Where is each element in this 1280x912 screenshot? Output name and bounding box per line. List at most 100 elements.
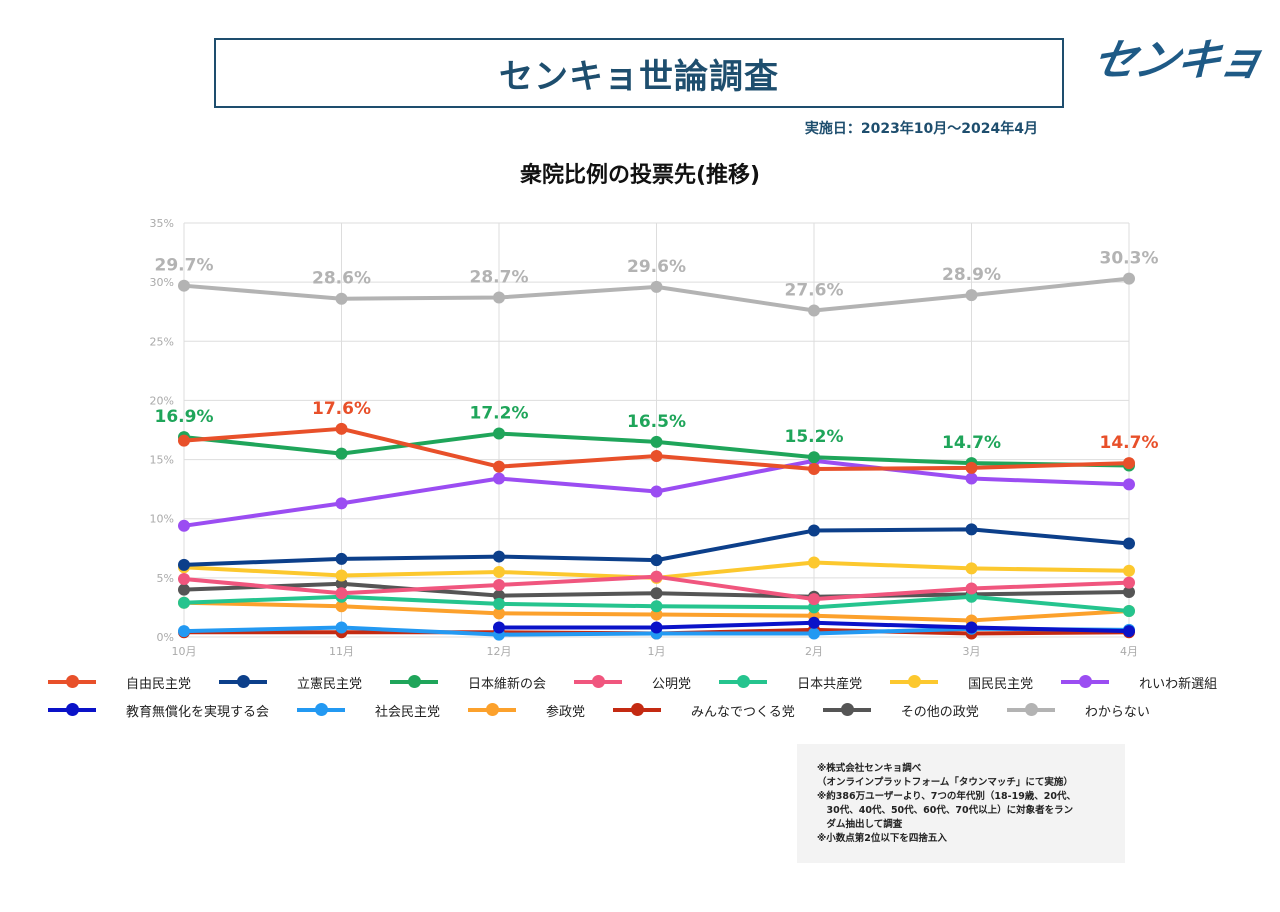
legend-label: その他の政党 — [900, 704, 979, 720]
data-point — [650, 570, 663, 583]
data-label: 29.6% — [627, 257, 686, 277]
data-point — [808, 451, 820, 464]
data-point — [1123, 604, 1135, 617]
legend-line-marker-icon — [219, 675, 268, 688]
data-labels: 29.7% 28.6% 28.7% 29.6% 27.6% 28.9% 30.3% 16.9%… — [155, 249, 1159, 454]
data-label: 29.7% — [155, 256, 214, 276]
data-point — [808, 616, 820, 629]
data-point — [650, 600, 663, 613]
series-わからない — [178, 272, 1135, 317]
legend-line-marker-icon — [1061, 675, 1110, 688]
data-point — [965, 523, 978, 536]
series-れいわ新選組 — [178, 454, 1135, 532]
data-point — [808, 304, 820, 317]
legend-line-marker-icon — [574, 675, 623, 688]
legend-item: 社会民主党 — [297, 701, 450, 720]
legend-label: 社会民主党 — [375, 704, 441, 720]
y-tick-label: 15% — [150, 454, 174, 467]
legend-row: 教育無償化を実現する会 社会民主党 参政党 みんなでつくる党 その他の政党 わからない — [48, 696, 1248, 724]
y-tick-label: 10% — [150, 513, 174, 526]
legend-item: 日本維新の会 — [390, 673, 556, 692]
data-point — [335, 497, 348, 510]
series-lines — [178, 272, 1135, 641]
note-line: ※約386万ユーザーより、7つの年代別（18-19歳、20代、 — [817, 791, 1077, 802]
legend-line-marker-icon — [613, 703, 662, 716]
data-label: 17.6% — [312, 399, 371, 419]
data-point — [650, 587, 663, 600]
legend-item: 公明党 — [574, 673, 701, 692]
data-point — [178, 596, 190, 609]
data-point — [1123, 457, 1135, 470]
data-point — [808, 524, 820, 537]
x-tick-label: 3月 — [963, 645, 981, 658]
data-point — [178, 573, 190, 586]
data-point — [1123, 625, 1135, 638]
note-line: ダム抽出して調査 — [817, 819, 903, 830]
data-point — [650, 554, 663, 567]
data-point — [808, 601, 820, 614]
x-tick-label: 2月 — [805, 645, 823, 658]
y-tick-label: 25% — [150, 335, 174, 348]
note-line: 30代、40代、50代、60代、70代以上）に対象者をラン — [817, 805, 1074, 816]
legend-item: れいわ新選組 — [1061, 673, 1227, 692]
y-axis-ticks: 0% 5% 10% 15% 20% 25% 30% 35% — [150, 217, 174, 644]
legend-line-marker-icon — [890, 675, 939, 688]
data-label: 16.5% — [627, 412, 686, 432]
data-point — [650, 280, 663, 293]
data-label: 28.9% — [942, 265, 1001, 285]
data-label: 28.6% — [312, 269, 371, 289]
note-line: （オンラインプラットフォーム「タウンマッチ」にて実施） — [817, 777, 1073, 788]
legend-item: 参政党 — [468, 701, 595, 720]
legend-item: 立憲民主党 — [219, 673, 372, 692]
data-point — [493, 621, 505, 634]
series-公明党 — [178, 570, 1135, 606]
data-point — [178, 279, 190, 292]
data-point — [335, 569, 348, 582]
legend-label: 日本共産党 — [797, 676, 863, 692]
legend-line-marker-icon — [468, 703, 517, 716]
legend-item: 日本共産党 — [719, 673, 872, 692]
legend-label: みんなでつくる党 — [691, 704, 795, 720]
data-point — [493, 550, 505, 563]
data-point — [178, 558, 190, 571]
y-tick-label: 30% — [150, 276, 174, 289]
x-tick-label: 11月 — [329, 645, 354, 658]
data-point — [493, 578, 505, 591]
x-tick-label: 12月 — [487, 645, 512, 658]
data-point — [808, 463, 820, 476]
page-title: センキョ世論調査 — [499, 56, 779, 97]
data-point — [335, 552, 348, 565]
data-point — [1123, 576, 1135, 589]
data-point — [335, 577, 348, 590]
legend-line-marker-icon — [297, 703, 346, 716]
data-point — [650, 450, 663, 463]
legend-line-marker-icon — [48, 703, 96, 716]
x-tick-label: 1月 — [648, 645, 666, 658]
data-point — [808, 627, 820, 640]
data-point — [335, 621, 348, 634]
legend-item: その他の政党 — [822, 701, 989, 720]
x-tick-label: 10月 — [172, 645, 197, 658]
y-tick-label: 0% — [157, 631, 174, 644]
data-point — [965, 289, 978, 302]
data-point — [335, 587, 348, 600]
data-point — [1123, 478, 1135, 491]
series-自由民主党 — [178, 422, 1135, 476]
series-立憲民主党 — [178, 523, 1135, 571]
legend-label: 日本維新の会 — [468, 676, 547, 692]
data-point — [335, 422, 348, 435]
legend-item: 国民民主党 — [890, 673, 1043, 692]
data-point — [650, 621, 663, 634]
data-label: 14.7% — [942, 433, 1001, 453]
note-line: ※小数点第2位以下を四捨五入 — [817, 833, 947, 844]
data-point — [335, 447, 348, 460]
legend-line-marker-icon — [1006, 703, 1055, 716]
legend-item: 教育無償化を実現する会 — [48, 701, 279, 720]
data-point — [808, 593, 820, 606]
data-label: 27.6% — [785, 281, 844, 301]
legend-label: れいわ新選組 — [1139, 676, 1218, 692]
legend-label: 参政党 — [546, 704, 586, 720]
data-point — [493, 607, 505, 620]
data-label: 16.9% — [155, 407, 214, 427]
